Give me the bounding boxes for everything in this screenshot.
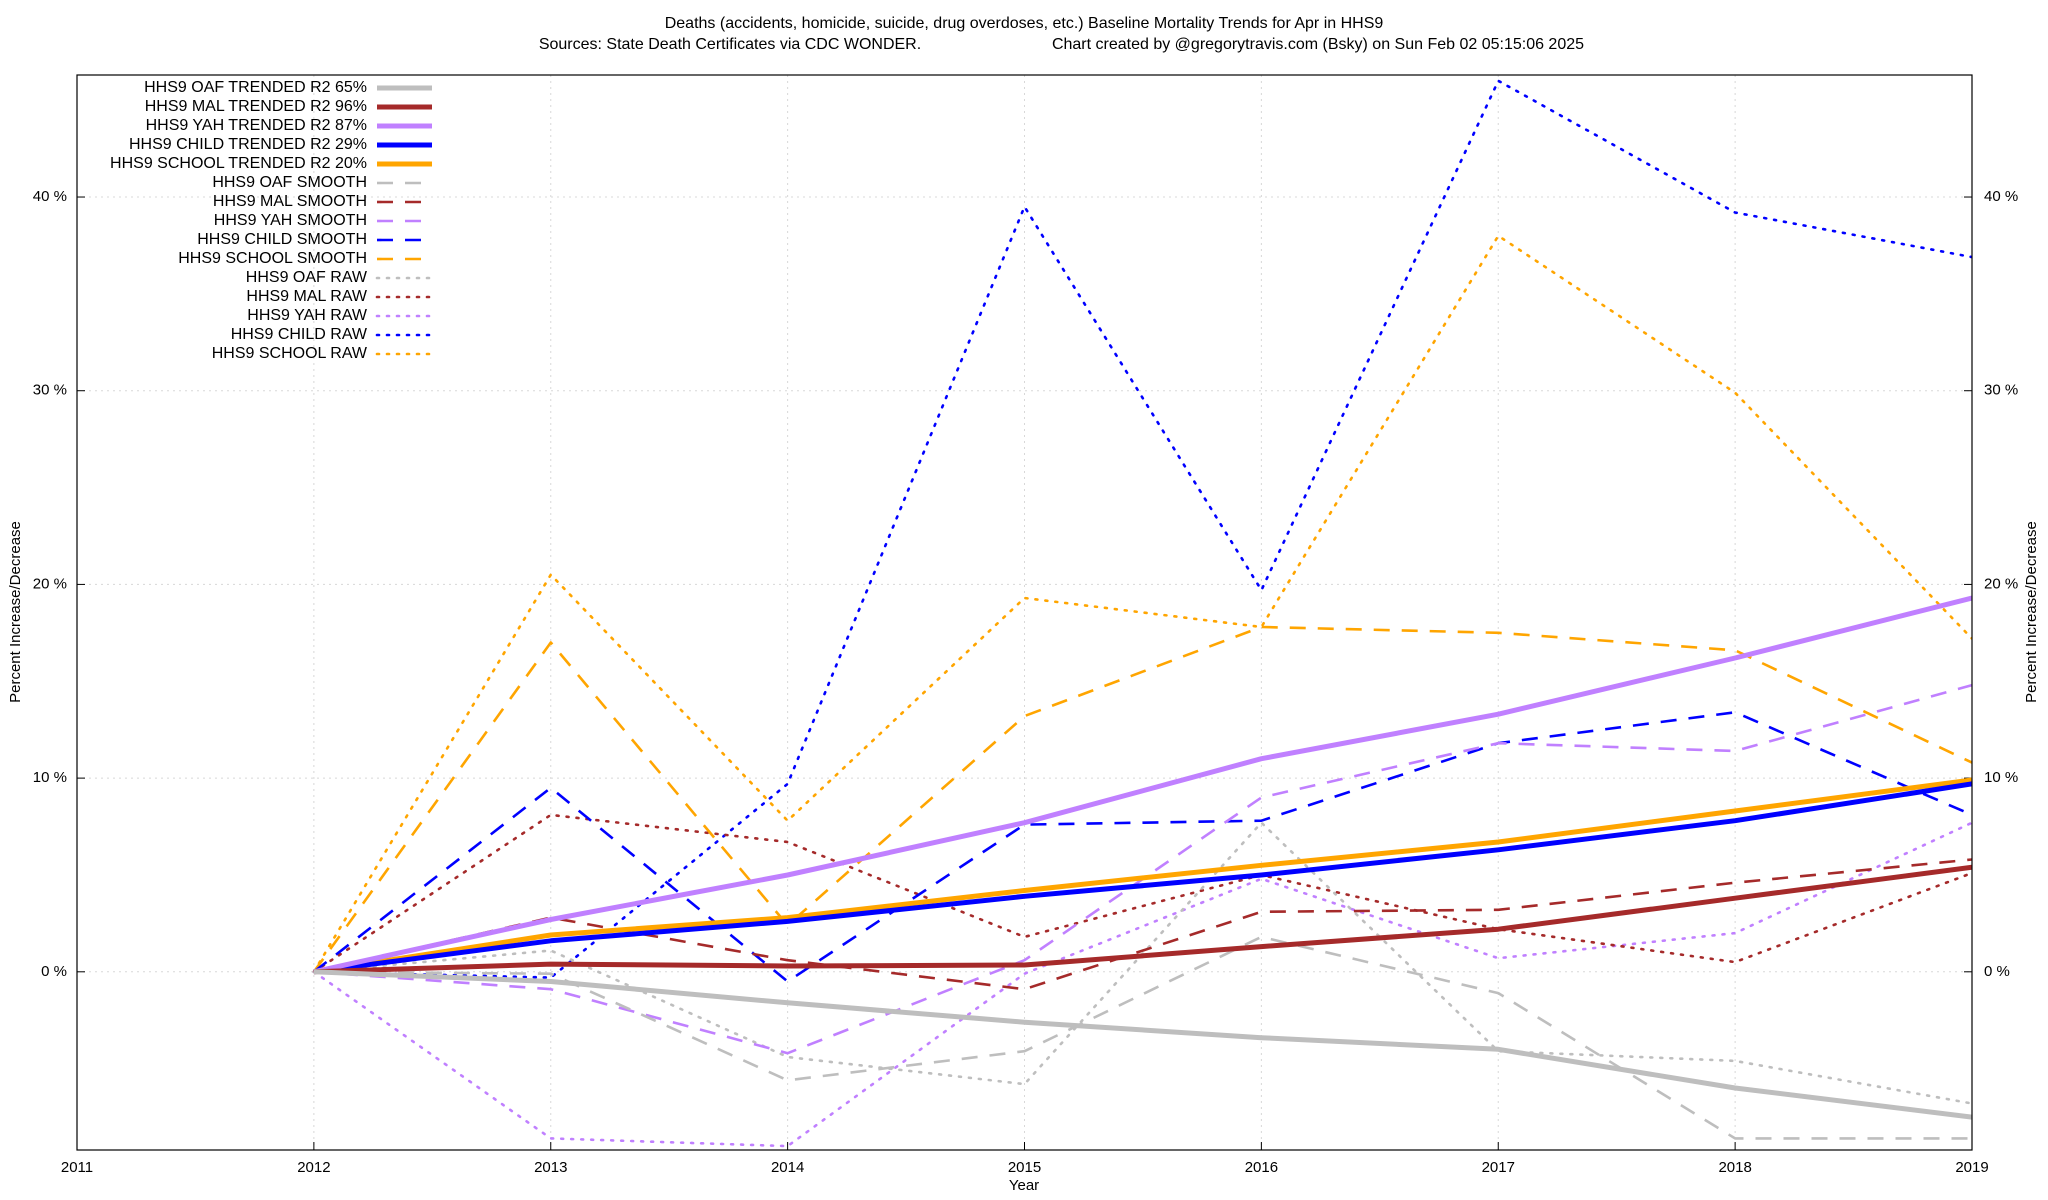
legend-label: HHS9 CHILD RAW xyxy=(231,326,368,343)
legend-label: HHS9 OAF TRENDED R2 65% xyxy=(144,79,367,96)
legend-label: HHS9 SCHOOL SMOOTH xyxy=(178,250,367,267)
y2-tick-label: 40 % xyxy=(1984,188,2018,205)
legend-label: HHS9 OAF SMOOTH xyxy=(212,174,367,191)
series-line xyxy=(313,777,1972,975)
plot-area xyxy=(312,79,1972,1148)
legend-label: HHS9 YAH TRENDED R2 87% xyxy=(146,117,367,134)
legend-label: HHS9 OAF RAW xyxy=(246,269,368,286)
y-tick-label: 20 % xyxy=(33,575,67,592)
y2-tick-label: 0 % xyxy=(1984,963,2010,980)
series-line xyxy=(313,858,1972,991)
series-line xyxy=(313,683,1972,1055)
y2-tick-label: 30 % xyxy=(1984,382,2018,399)
x-tick-label: 2011 xyxy=(61,1159,93,1176)
legend-label: HHS9 MAL SMOOTH xyxy=(213,193,367,210)
chart-credit: Chart created by @gregorytravis.com (Bsk… xyxy=(1052,36,1584,53)
series-line xyxy=(312,813,1972,974)
x-tick-label: 2016 xyxy=(1245,1159,1278,1176)
y-tick-label: 30 % xyxy=(33,382,67,399)
series-line xyxy=(313,864,1972,975)
x-tick-label: 2017 xyxy=(1482,1159,1515,1176)
legend: HHS9 OAF TRENDED R2 65% HHS9 MAL TRENDED … xyxy=(110,79,434,362)
y2-axis-label: Percent Increase/Decrease xyxy=(2023,521,2040,703)
x-tick-label: 2012 xyxy=(297,1159,330,1176)
chart-subtitle: Sources: State Death Certificates via CD… xyxy=(539,36,921,53)
series-line xyxy=(313,781,1972,975)
y-axis-label: Percent Increase/Decrease xyxy=(7,521,24,703)
y-tick-label: 10 % xyxy=(33,769,67,786)
chart-title: Deaths (accidents, homicide, suicide, dr… xyxy=(665,15,1384,32)
x-axis-label: Year xyxy=(1009,1177,1039,1194)
x-tick-label: 2015 xyxy=(1008,1159,1041,1176)
plot-frame xyxy=(76,74,1973,1151)
series-line xyxy=(312,625,1972,973)
series-line xyxy=(313,595,1972,975)
legend-label: HHS9 MAL RAW xyxy=(246,288,368,305)
legend-label: HHS9 YAH SMOOTH xyxy=(214,212,367,229)
x-tick-label: 2019 xyxy=(1955,1159,1988,1176)
x-tick-label: 2013 xyxy=(534,1159,567,1176)
legend-label: HHS9 SCHOOL RAW xyxy=(212,345,368,362)
y-tick-label: 0 % xyxy=(41,963,67,980)
grid: 2011 2012 2013 2014 2015 2016 2017 2018 2019 0 % 0… xyxy=(33,75,2018,1176)
x-tick-label: 2014 xyxy=(771,1159,804,1176)
y2-tick-label: 10 % xyxy=(1984,769,2018,786)
legend-label: HHS9 YAH RAW xyxy=(247,307,368,324)
series-line xyxy=(313,969,1972,1120)
series-line xyxy=(312,79,1972,979)
series-line xyxy=(313,711,1972,983)
y2-tick-label: 20 % xyxy=(1984,575,2018,592)
legend-label: HHS9 CHILD SMOOTH xyxy=(197,231,367,248)
series-line xyxy=(312,234,1972,974)
legend-label: HHS9 SCHOOL TRENDED R2 20% xyxy=(110,155,367,172)
y-tick-label: 40 % xyxy=(33,188,67,205)
x-tick-label: 2018 xyxy=(1718,1159,1751,1176)
legend-label: HHS9 MAL TRENDED R2 96% xyxy=(145,98,367,115)
series-line xyxy=(313,935,1972,1140)
series-line xyxy=(312,821,1972,1148)
legend-label: HHS9 CHILD TRENDED R2 29% xyxy=(129,136,367,153)
